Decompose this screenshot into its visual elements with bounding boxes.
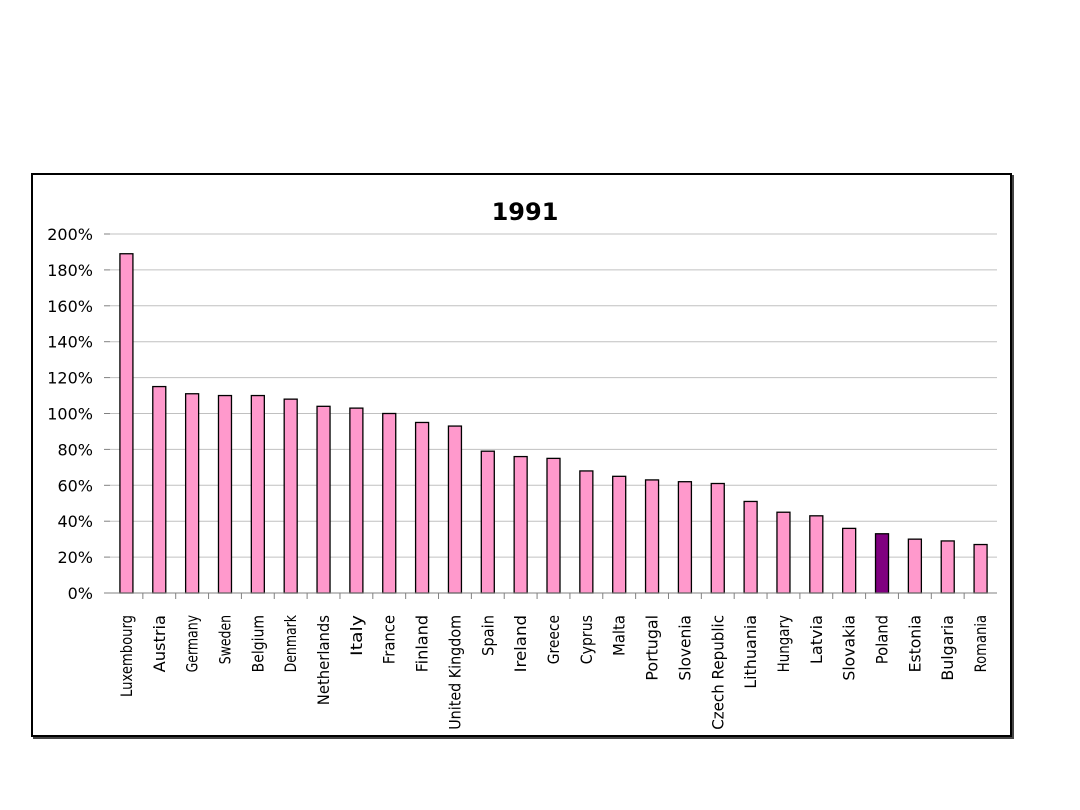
x-tick-label: Denmark [281, 614, 300, 672]
y-tick-label: 20% [57, 548, 93, 567]
bar-germany [184, 393, 200, 594]
x-tick-label: Cyprus [577, 615, 596, 664]
bar-poland [874, 533, 890, 594]
bar-hungary [776, 511, 791, 594]
y-tick-label: 60% [57, 476, 93, 495]
bar-united-kingdom [447, 425, 463, 594]
x-tick-label: Estonia [905, 615, 924, 672]
bar-bulgaria [940, 540, 955, 594]
bar-cyprus [579, 470, 594, 594]
y-tick-label: 180% [47, 261, 93, 280]
x-tick-label: United Kingdom [445, 615, 464, 730]
bar-romania [973, 543, 988, 594]
x-tick-label: Luxembourg [117, 615, 136, 697]
x-tick-label: Hungary [774, 615, 793, 672]
bar-france [382, 412, 397, 594]
y-tick-label: 160% [47, 297, 93, 316]
x-tick-label: Ireland [511, 615, 530, 672]
x-tick-label: Finland [413, 615, 432, 672]
bar-austria [152, 385, 167, 594]
bar-portugal [644, 479, 660, 594]
x-tick-label: Lithuania [741, 615, 760, 689]
x-tick-label: Italy [347, 615, 366, 656]
y-tick-label: 0% [68, 584, 93, 603]
bar-netherlands [316, 405, 331, 594]
x-tick-label: Malta [610, 615, 629, 656]
x-tick-label: Sweden [215, 615, 234, 664]
bar-greece [546, 457, 561, 594]
x-tick-label: Czech Republic [708, 615, 727, 730]
x-tick-label: Poland [873, 615, 892, 664]
bar-denmark [283, 398, 298, 594]
y-tick-label: 200% [47, 225, 93, 244]
bar-slovakia [842, 527, 857, 594]
bar-ireland [513, 455, 528, 594]
chart-title: 1991 [492, 198, 559, 226]
bar-sweden [217, 394, 233, 594]
x-tick-label: Spain [478, 615, 497, 656]
x-tick-label: Austria [150, 615, 169, 672]
x-tick-label: France [380, 615, 399, 664]
y-tick-label: 40% [57, 512, 93, 531]
x-axis-labels: Luxembourg Austria Germany Sweden Belgium Den… [117, 593, 990, 730]
y-tick-label: 80% [57, 440, 93, 459]
chart-frame: 1991 0% 20% 40% 60% 80% 100% 120% 140% 160% 180% 2… [31, 173, 1012, 737]
x-tick-label: Slovakia [840, 615, 859, 681]
y-tick-label: 120% [47, 369, 93, 388]
y-axis-ticks: 0% 20% 40% 60% 80% 100% 120% 140% 160% 180% 200% [47, 225, 110, 603]
x-tick-label: Slovenia [675, 615, 694, 681]
bar-italy [349, 407, 364, 594]
x-tick-label: Romania [971, 615, 990, 672]
x-tick-label: Germany [183, 615, 202, 672]
bar-estonia [907, 538, 923, 594]
y-tick-label: 140% [47, 333, 93, 352]
x-tick-label: Greece [544, 615, 563, 664]
x-tick-label: Belgium [248, 615, 267, 672]
x-tick-label: Portugal [643, 615, 662, 681]
bar-latvia [809, 515, 824, 594]
x-tick-label: Netherlands [314, 615, 333, 705]
bar-lithuania [743, 500, 758, 594]
bar-luxembourg [119, 253, 134, 594]
bar-chart: 1991 0% 20% 40% 60% 80% 100% 120% 140% 160% 180% 2… [47, 198, 997, 730]
x-tick-label: Bulgaria [938, 615, 957, 681]
bar-slovenia [677, 481, 693, 594]
bar-spain [480, 450, 495, 594]
bar-belgium [250, 394, 265, 594]
bar-finland [414, 421, 430, 594]
x-tick-label: Latvia [807, 615, 826, 664]
bar-malta [612, 475, 627, 594]
bars [119, 253, 988, 594]
bar-czech-republic [710, 482, 725, 594]
y-tick-label: 100% [47, 405, 93, 424]
